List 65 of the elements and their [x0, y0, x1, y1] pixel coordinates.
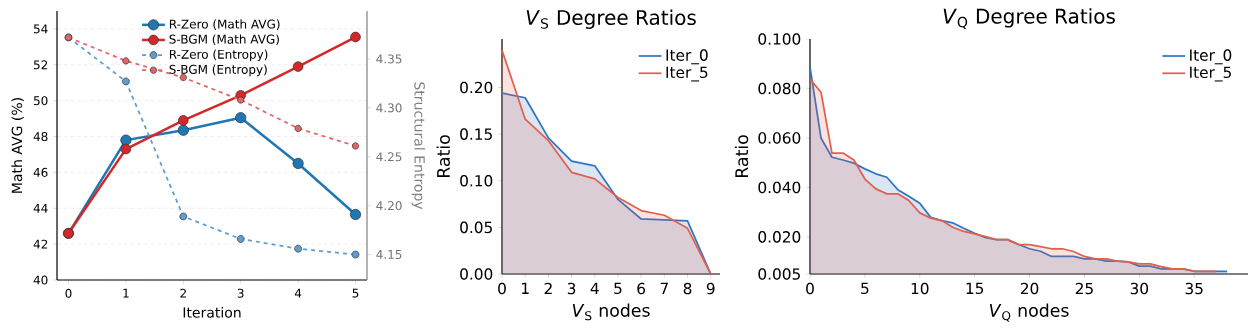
x-axis-title: Iteration: [183, 306, 241, 318]
y-tick-label: 44: [33, 203, 48, 213]
legend-label: R-Zero (Entropy): [169, 49, 268, 62]
x-tick-label: 0: [806, 282, 814, 295]
x-axis-title: V$_{Q}$ nodes: [989, 303, 1069, 322]
y-tick-label: 0.05: [460, 221, 492, 234]
y-axis-title: Ratio: [734, 135, 749, 178]
y-tick-label: 0.10: [460, 174, 493, 187]
legend-label: Iter_0: [1190, 49, 1232, 65]
legend-label: S-BGM (Math AVG): [169, 34, 279, 46]
y-tick-label: 40: [33, 275, 48, 285]
x-tick-label: 0: [65, 288, 72, 298]
y2-tick-label: 4.25: [376, 152, 402, 162]
x-tick-label: 35: [1185, 282, 1203, 295]
y-tick-label: 0.005: [758, 268, 800, 280]
x-tick-label: 1: [123, 288, 129, 298]
x-tick-label: 3: [567, 282, 576, 295]
x-tick-label: 20: [1020, 282, 1039, 295]
y-axis-title: Ratio: [436, 135, 451, 178]
y-tick-label: 48: [33, 132, 48, 142]
y-tick-label: 0.00: [460, 268, 493, 280]
x-tick-label: 9: [706, 282, 715, 295]
x-tick-label: 7: [660, 282, 668, 294]
x-tick-label: 5: [614, 282, 622, 295]
y-tick-label: 52: [33, 60, 48, 70]
x-tick-label: 6: [637, 282, 646, 295]
legend-label: Iter_5: [666, 66, 708, 82]
legend-label: Iter_0: [666, 49, 708, 65]
y-tick-label: 0.020: [758, 231, 801, 243]
x-tick-label: 3: [237, 288, 244, 298]
x-axis-title: V$_{S}$ nodes: [572, 303, 650, 321]
y-tick-label: 46: [33, 167, 48, 177]
y-tick-label: 0.080: [758, 82, 801, 95]
x-tick-label: 25: [1075, 282, 1093, 295]
x-tick-label: 30: [1130, 282, 1149, 295]
x-tick-label: 5: [352, 288, 359, 298]
y2-tick-label: 4.30: [376, 103, 402, 113]
x-tick-label: 2: [180, 288, 186, 298]
y-tick-label: 50: [33, 96, 48, 106]
y-tick-label: 0.15: [460, 128, 492, 140]
x-tick-label: 4: [294, 288, 302, 298]
x-tick-label: 2: [544, 282, 552, 295]
y-tick-label: 0.100: [758, 33, 801, 45]
x-tick-label: 10: [911, 282, 929, 295]
x-tick-label: 1: [522, 282, 529, 294]
chart-title: V$_{S}$ Degree Ratios: [526, 9, 696, 29]
y2-tick-label: 4.20: [376, 201, 402, 211]
legend-label: R-Zero (Math AVG): [169, 19, 280, 30]
x-tick-label: 15: [966, 282, 984, 295]
x-tick-label: 0: [498, 282, 506, 295]
y-tick-label: 0.040: [758, 181, 801, 194]
y-tick-label: 0.20: [460, 81, 493, 94]
legend-label: Iter_5: [1190, 66, 1231, 82]
y2-tick-label: 4.35: [376, 54, 402, 64]
y-axis-title: Math AVG (%): [11, 98, 24, 193]
y2-tick-label: 4.15: [376, 250, 402, 260]
y-tick-label: 0.060: [758, 132, 801, 144]
legend-label: S-BGM (Entropy): [169, 64, 267, 77]
y2-axis-title: Structural Entropy: [411, 82, 426, 210]
x-tick-label: 8: [683, 282, 692, 295]
y-tick-label: 42: [33, 239, 48, 249]
chart-title: V$_{Q}$ Degree Ratios: [943, 8, 1115, 29]
x-tick-label: 4: [590, 282, 599, 294]
x-tick-label: 5: [861, 282, 869, 295]
y-tick-label: 54: [33, 24, 48, 34]
